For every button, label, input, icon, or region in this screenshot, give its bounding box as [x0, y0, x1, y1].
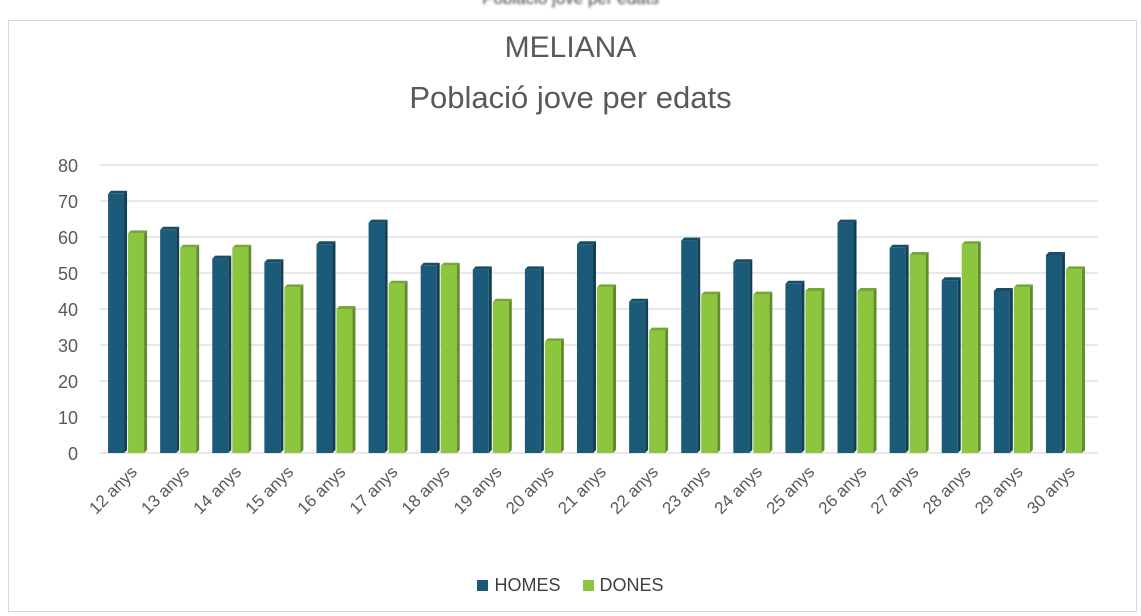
bar-dones: [1065, 266, 1085, 453]
bar-homes: [577, 241, 596, 453]
y-tick-label: 0: [68, 444, 78, 464]
bar-dones: [649, 327, 669, 453]
bar-homes: [993, 288, 1013, 453]
x-tick-label: 23 anys: [658, 462, 714, 518]
x-tick-label: 18 anys: [398, 462, 454, 518]
y-tick-label: 80: [58, 156, 78, 176]
bar-dones: [753, 291, 773, 453]
x-tick-label: 20 anys: [502, 462, 558, 518]
bar-homes: [212, 255, 232, 453]
chart-subtitle: Població jove per edats: [409, 80, 732, 115]
bar-homes: [108, 190, 128, 454]
legend-swatch-dones: [582, 580, 594, 591]
y-tick-label: 40: [58, 300, 78, 320]
bar-dones: [388, 280, 408, 453]
x-tick-label: 27 anys: [867, 462, 923, 518]
y-tick-label: 30: [58, 336, 78, 356]
cropped-caption-strip: Població jove per edats: [0, 0, 1141, 18]
x-tick-label: 12 anys: [85, 462, 141, 518]
x-tick-label: 22 anys: [606, 462, 662, 518]
y-axis-ticks: 0 10 20 30 40 50 60 70 80: [58, 156, 78, 464]
x-tick-label: 14 anys: [190, 462, 246, 518]
x-tick-label: 29 anys: [971, 462, 1027, 518]
bar-homes: [1045, 252, 1065, 453]
bar-dones: [1013, 284, 1033, 453]
bar-dones: [440, 262, 460, 453]
bar-dones: [597, 284, 616, 453]
legend-label-homes: HOMES: [494, 575, 561, 595]
y-tick-label: 20: [58, 372, 78, 392]
bar-homes: [629, 298, 649, 453]
bar-dones: [805, 288, 825, 453]
bar-dones: [857, 288, 877, 453]
bar-dones: [284, 284, 304, 453]
cropped-caption: Població jove per edats: [0, 0, 1141, 9]
bar-homes: [681, 237, 701, 453]
bar-homes: [420, 262, 440, 453]
legend: HOMES DONES: [0, 575, 1141, 596]
x-tick-label: 21 anys: [554, 462, 610, 518]
x-tick-label: 28 anys: [919, 462, 975, 518]
bar-dones: [232, 244, 252, 453]
x-tick-label: 19 anys: [450, 462, 506, 518]
bar-dones: [492, 298, 512, 453]
bar-homes: [472, 266, 492, 453]
legend-label-dones: DONES: [599, 575, 664, 595]
bar-dones: [180, 244, 200, 453]
y-tick-label: 50: [58, 264, 78, 284]
x-tick-label: 13 anys: [137, 462, 193, 518]
legend-swatch-homes: [477, 580, 489, 591]
x-tick-label: 25 anys: [763, 462, 819, 518]
bar-dones: [909, 252, 929, 453]
chart-title: MELIANA: [504, 31, 637, 64]
bar-homes: [785, 280, 805, 453]
bar-homes: [316, 241, 336, 453]
x-tick-label: 15 anys: [242, 462, 298, 518]
y-tick-label: 70: [58, 192, 78, 212]
legend-item-homes: HOMES: [477, 575, 561, 596]
bar-homes: [837, 219, 857, 453]
bar-dones: [961, 241, 981, 453]
bar-homes: [941, 277, 961, 453]
x-tick-label: 16 anys: [294, 462, 350, 518]
x-tick-label: 30 anys: [1023, 462, 1079, 518]
x-tick-label: 17 anys: [346, 462, 402, 518]
y-tick-label: 10: [58, 408, 78, 428]
bar-homes: [160, 226, 180, 453]
bar-dones: [128, 230, 148, 453]
bar-homes: [889, 244, 909, 453]
bar-homes: [264, 259, 284, 453]
y-tick-label: 60: [58, 228, 78, 248]
bar-homes: [524, 266, 544, 453]
bars: [108, 190, 1085, 454]
x-tick-label: 26 anys: [815, 462, 871, 518]
bar-homes: [733, 259, 753, 453]
bar-dones: [336, 306, 356, 453]
bar-dones: [544, 338, 564, 453]
legend-item-dones: DONES: [582, 575, 664, 596]
bar-dones: [701, 291, 721, 453]
bar-homes: [368, 219, 388, 453]
x-tick-label: 24 anys: [711, 462, 767, 518]
